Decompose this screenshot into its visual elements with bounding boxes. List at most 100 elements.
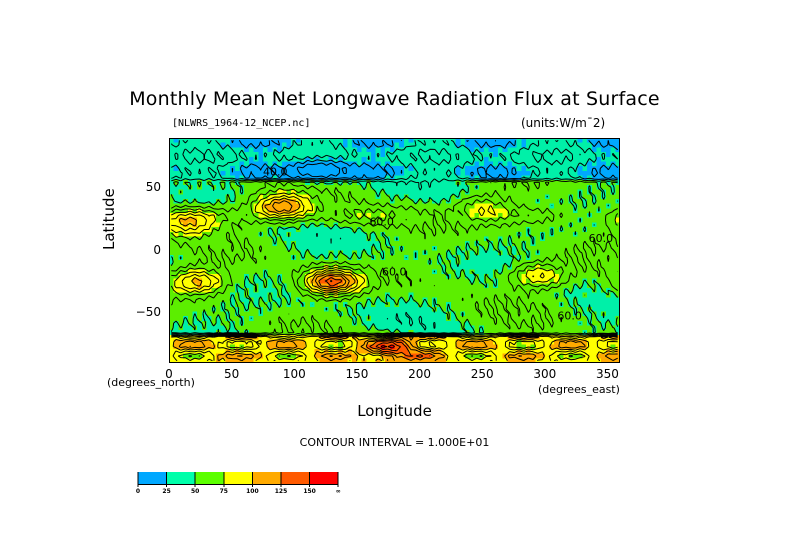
heatmap-cell <box>178 288 184 294</box>
heatmap-cell <box>258 152 264 158</box>
heatmap-cell <box>248 259 255 266</box>
heatmap-cell <box>380 269 386 275</box>
heatmap-cell <box>342 288 349 294</box>
heatmap-cell <box>436 184 443 191</box>
heatmap-cell <box>483 241 490 247</box>
heatmap-cell <box>610 170 616 177</box>
heatmap-cell <box>258 264 264 270</box>
heatmap-cell <box>211 217 217 223</box>
heatmap-cell <box>356 348 363 355</box>
heatmap-cell <box>361 170 367 177</box>
heatmap-cell <box>511 236 518 242</box>
heatmap-cell <box>220 227 226 233</box>
heatmap-cell <box>206 288 212 294</box>
heatmap-cell <box>267 189 273 195</box>
colorbar-label: 75 <box>219 488 228 495</box>
heatmap-cell <box>507 278 513 284</box>
heatmap-cell <box>201 180 208 186</box>
heatmap-cell <box>230 236 236 242</box>
heatmap-cell <box>417 241 424 247</box>
heatmap-cell <box>291 264 297 270</box>
heatmap-cell <box>333 353 339 359</box>
heatmap-cell <box>333 325 339 331</box>
heatmap-cell <box>464 292 471 298</box>
heatmap-cell <box>521 245 527 252</box>
heatmap-cell <box>469 184 475 191</box>
heatmap-cell <box>403 264 410 270</box>
heatmap-cell <box>455 297 461 303</box>
heatmap-cell <box>582 250 588 256</box>
heatmap-cell <box>436 203 443 209</box>
heatmap-cell <box>577 302 584 308</box>
heatmap-cell <box>497 227 504 233</box>
heatmap-cell <box>309 278 316 284</box>
heatmap-cell <box>192 334 198 341</box>
heatmap-cell <box>441 348 447 355</box>
heatmap-cell <box>483 273 490 280</box>
heatmap-cell <box>338 217 344 223</box>
heatmap-cell <box>201 203 208 209</box>
heatmap-cell <box>417 245 424 252</box>
heatmap-cell <box>479 166 485 172</box>
heatmap-cell <box>464 325 471 331</box>
heatmap-cell <box>220 348 226 355</box>
heatmap-cell <box>262 269 269 275</box>
heatmap-cell <box>493 259 499 266</box>
heatmap-cell <box>258 245 264 252</box>
heatmap-cell <box>239 259 245 266</box>
heatmap-cell <box>211 194 217 200</box>
heatmap-cell <box>479 236 485 242</box>
heatmap-cell <box>314 344 320 350</box>
heatmap-cell <box>469 288 475 294</box>
heatmap-cell <box>347 194 353 200</box>
heatmap-cell <box>507 161 513 167</box>
heatmap-cell <box>272 339 278 345</box>
heatmap-cell <box>488 217 494 223</box>
heatmap-cell <box>558 278 565 284</box>
heatmap-cell <box>319 241 325 247</box>
heatmap-cell <box>197 264 203 270</box>
heatmap-cell <box>234 217 241 223</box>
colorbar-swatch <box>252 472 281 484</box>
heatmap-cell <box>422 156 428 163</box>
heatmap-cell <box>516 208 522 214</box>
heatmap-cell <box>455 170 461 177</box>
heatmap-cell <box>455 353 461 359</box>
heatmap-cell <box>535 231 541 238</box>
heatmap-cell <box>540 283 546 289</box>
heatmap-cell <box>422 184 428 191</box>
heatmap-cell <box>469 208 475 214</box>
heatmap-cell <box>450 264 457 270</box>
heatmap-cell <box>591 269 598 275</box>
heatmap-cell <box>211 320 217 327</box>
heatmap-cell <box>333 288 339 294</box>
heatmap-cell <box>305 273 311 280</box>
heatmap-cell <box>479 278 485 284</box>
heatmap-cell <box>291 147 297 153</box>
heatmap-cell <box>305 138 311 144</box>
heatmap-cell <box>253 320 259 327</box>
heatmap-cell <box>366 255 372 261</box>
heatmap-cell <box>352 306 358 313</box>
heatmap-cell <box>422 138 428 144</box>
heatmap-cell <box>568 203 574 209</box>
heatmap-cell <box>493 306 499 313</box>
heatmap-cell <box>375 208 382 214</box>
heatmap-cell <box>389 217 396 223</box>
heatmap-cell <box>244 339 250 345</box>
heatmap-cell <box>253 142 259 148</box>
heatmap-cell <box>502 259 508 266</box>
heatmap-cell <box>483 227 490 233</box>
heatmap-cell <box>267 259 273 266</box>
heatmap-cell <box>474 152 480 158</box>
heatmap-cell <box>432 236 438 242</box>
heatmap-cell <box>183 152 189 158</box>
heatmap-cell <box>394 297 400 303</box>
heatmap-cell <box>371 194 377 200</box>
heatmap-cell <box>206 278 212 284</box>
heatmap-cell <box>544 264 551 270</box>
heatmap-cell <box>328 273 335 280</box>
heatmap-cell <box>493 189 499 195</box>
heatmap-cell <box>479 344 485 350</box>
heatmap-cell <box>389 316 396 322</box>
